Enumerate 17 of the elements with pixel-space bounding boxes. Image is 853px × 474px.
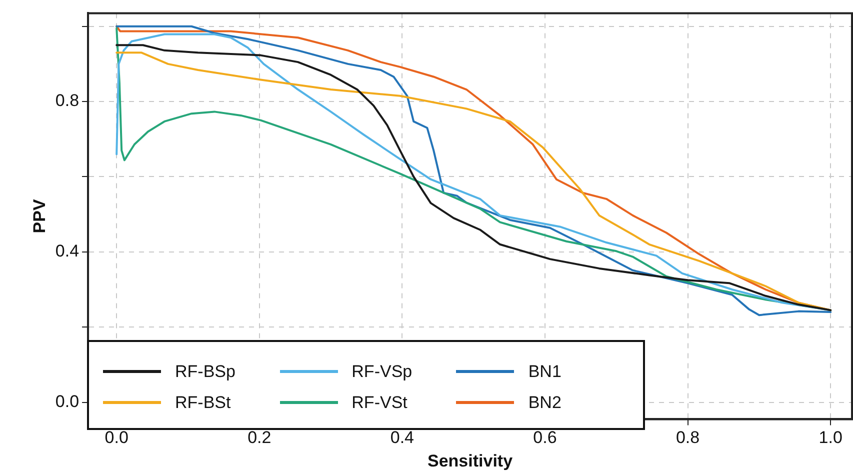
legend-label: RF-VSp — [352, 362, 412, 382]
x-tick-label: 1.0 — [818, 428, 842, 448]
x-axis-title: Sensitivity — [427, 451, 514, 470]
legend-label: RF-BSp — [175, 362, 236, 382]
y-axis-title: PPV — [30, 198, 49, 234]
x-tick-label: 0.0 — [104, 428, 128, 448]
x-tick-label: 0.2 — [248, 428, 272, 448]
y-tick-label: 0.8 — [55, 91, 80, 110]
y-tick-label: 0.4 — [55, 242, 80, 261]
legend-label: BN1 — [528, 362, 562, 382]
x-tick-label: 0.4 — [390, 428, 414, 448]
legend-label: BN2 — [528, 392, 562, 412]
y-tick-label: 0.0 — [55, 392, 80, 411]
legend-label: RF-BSt — [175, 392, 231, 412]
x-tick-label: 0.6 — [533, 428, 557, 448]
x-tick-label: 0.8 — [676, 428, 700, 448]
legend-label: RF-VSt — [352, 392, 408, 412]
